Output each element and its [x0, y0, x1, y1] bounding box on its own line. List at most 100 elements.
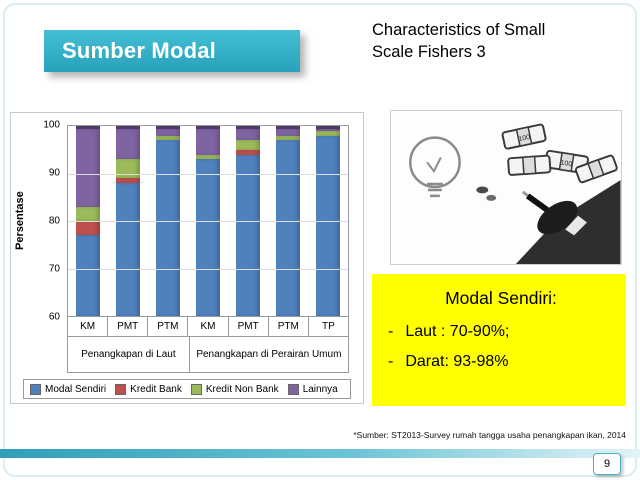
hand-with-marker: [515, 180, 621, 264]
callout-item-text: Laut : 70-90%;: [405, 323, 510, 340]
legend: Modal Sendiri Kredit Bank Kredit Non Bank L…: [23, 379, 351, 399]
legend-swatch: [190, 383, 202, 395]
legend-swatch: [115, 383, 127, 395]
money-drawing-image: 100 100: [409, 123, 621, 264]
gridline: [68, 268, 348, 270]
y-tick-label: 90: [48, 167, 60, 179]
bar-column-5: [268, 126, 308, 316]
bar-segment-lainnya: [75, 126, 101, 207]
bar-segment-modal-sendiri: [115, 183, 141, 316]
plot-area: [67, 125, 349, 317]
stacked-bar-pmt-4: [235, 126, 261, 316]
category-label: PMT: [108, 317, 149, 336]
bar-segment-kredit-bank: [115, 178, 141, 183]
callout-box: Modal Sendiri: - Laut : 70-90%; - Darat:…: [372, 274, 626, 406]
bars: [68, 126, 348, 316]
stacked-bar-ptm-2: [155, 126, 181, 316]
footer-accent-bar: [0, 449, 640, 458]
callout-item: - Laut : 70-90%;: [386, 323, 616, 341]
category-label: TP: [309, 317, 349, 336]
legend-label: Modal Sendiri: [45, 383, 107, 395]
page-number: 9: [603, 458, 611, 470]
category-axis: KM PMT PTM KM PMT PTM TP: [67, 317, 349, 337]
legend-label: Kredit Bank: [130, 383, 182, 395]
legend-item: Kredit Bank: [115, 383, 182, 395]
group-label: Penangkapan di Perairan Umum: [190, 337, 349, 372]
legend-label: Lainnya: [302, 383, 338, 395]
bar-segment-lainnya: [195, 126, 221, 155]
stacked-bar-chart: Persentase 60 70 80 90 100 KM PMT PTM KM PMT PTM T…: [10, 112, 364, 404]
stacked-bar-tp-6: [315, 126, 341, 316]
bar-segment-kredit-non-bank: [115, 159, 141, 179]
bar-column-3: [188, 126, 228, 316]
bar-segment-kredit-non-bank: [195, 154, 221, 160]
bar-segment-modal-sendiri: [155, 140, 181, 316]
callout-bullet: -: [388, 323, 394, 340]
callout-title: Modal Sendiri:: [445, 288, 557, 308]
bar-column-4: [228, 126, 268, 316]
money-stack: [507, 154, 552, 176]
photo-money-drawing: 100 100: [390, 110, 622, 265]
gridline: [68, 221, 348, 222]
callout-item-text: Darat: 93-98%: [405, 353, 509, 370]
scribble-dots: [476, 186, 497, 201]
bar-segment-modal-sendiri: [235, 154, 261, 316]
y-tick-label: 60: [48, 311, 60, 323]
gridline: [68, 173, 348, 175]
bar-segment-modal-sendiri: [75, 235, 101, 316]
bar-segment-kredit-bank: [75, 221, 101, 236]
group-axis: Penangkapan di Laut Penangkapan di Perair…: [67, 337, 349, 373]
title-banner-label: Sumber Modal: [62, 38, 216, 63]
bar-segment-kredit-non-bank: [275, 135, 301, 141]
stacked-bar-km-0: [75, 126, 101, 316]
bar-column-0: [68, 126, 108, 316]
y-tick-label: 80: [48, 215, 60, 227]
bar-column-2: [148, 126, 188, 316]
page-number-badge: 9: [593, 453, 621, 475]
callout-bullet: -: [388, 353, 394, 370]
legend-label: Kredit Non Bank: [205, 383, 279, 395]
bar-segment-lainnya: [155, 126, 181, 136]
money-stack: 100: [501, 123, 547, 150]
svg-text:100: 100: [518, 134, 531, 143]
bar-segment-lainnya: [315, 126, 341, 131]
lightbulb-icon: [409, 136, 461, 198]
bar-segment-kredit-bank: [235, 149, 261, 155]
bar-column-1: [108, 126, 148, 316]
y-axis-title: Persentase: [14, 191, 26, 251]
category-label: KM: [188, 317, 229, 336]
bar-segment-kredit-non-bank: [75, 206, 101, 221]
bar-segment-modal-sendiri: [195, 159, 221, 316]
category-label: PMT: [229, 317, 269, 336]
bar-column-6: [308, 126, 348, 316]
bar-segment-kredit-non-bank: [315, 130, 341, 136]
bar-segment-lainnya: [235, 126, 261, 141]
callout-item: - Darat: 93-98%: [386, 353, 616, 371]
category-label: PTM: [269, 317, 309, 336]
bar-segment-modal-sendiri: [275, 140, 301, 316]
money-stack: [574, 154, 618, 184]
stacked-bar-pmt-1: [115, 126, 141, 316]
source-footnote: *Sumber: ST2013-Survey rumah tangga usah…: [353, 430, 626, 440]
bar-segment-kredit-non-bank: [155, 135, 181, 141]
category-label: PTM: [148, 317, 189, 336]
svg-text:100: 100: [560, 160, 573, 169]
title-banner: Sumber Modal: [44, 30, 300, 72]
bar-segment-lainnya: [115, 126, 141, 160]
group-label: Penangkapan di Laut: [68, 337, 190, 372]
legend-item: Lainnya: [287, 383, 338, 395]
legend-item: Modal Sendiri: [30, 383, 107, 395]
stacked-bar-km-3: [195, 126, 221, 316]
bar-segment-modal-sendiri: [315, 135, 341, 316]
legend-swatch: [30, 383, 41, 395]
bar-segment-kredit-non-bank: [235, 140, 261, 150]
category-label: KM: [68, 317, 109, 336]
y-axis: 60 70 80 90 100: [33, 120, 63, 323]
y-tick-label: 100: [43, 119, 60, 131]
stacked-bar-ptm-5: [275, 126, 301, 316]
y-tick-label: 70: [48, 263, 60, 275]
bar-segment-lainnya: [275, 126, 301, 136]
legend-swatch: [287, 383, 299, 395]
legend-item: Kredit Non Bank: [190, 383, 279, 395]
